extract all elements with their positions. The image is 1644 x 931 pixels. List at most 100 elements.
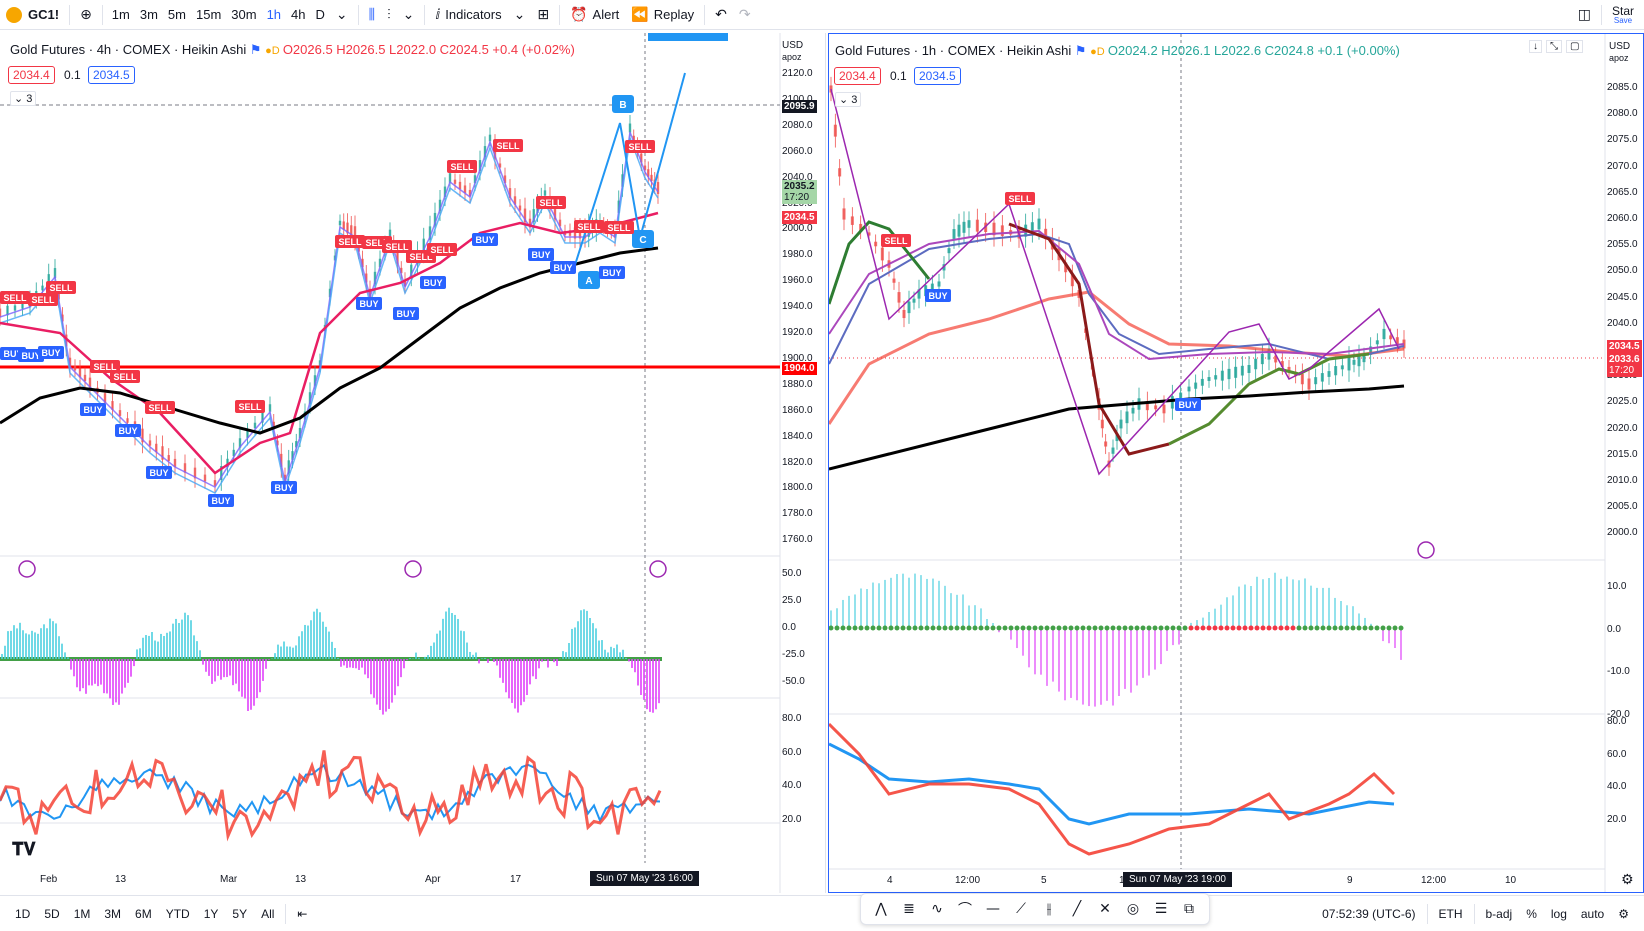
price-tick-label: 1780.0: [782, 508, 813, 520]
range-1y[interactable]: 1Y: [203, 906, 219, 921]
range-ytd[interactable]: YTD: [165, 906, 190, 921]
wave-label: C: [639, 235, 646, 246]
osc-dot: [960, 625, 966, 631]
left-chart[interactable]: B A C SELL SELL SELL SELL SELL SELL SELL SELL SELL S…: [0, 33, 826, 893]
right-currency[interactable]: USD: [1609, 41, 1631, 52]
adj-toggle[interactable]: b-adj: [1485, 906, 1513, 921]
flag-icon[interactable]: ⚑: [1074, 43, 1087, 58]
range-1m[interactable]: 1M: [73, 906, 91, 921]
symbol-search[interactable]: GC1!: [0, 0, 65, 30]
tradingview-logo[interactable]: 𝐓𝐕: [12, 839, 36, 859]
left-ask-chip[interactable]: 2034.5: [88, 66, 135, 84]
signal-label: BUY: [118, 426, 137, 436]
clock-time[interactable]: 07:52:39 (UTC-6): [1322, 906, 1416, 921]
chevron-down-icon[interactable]: ⌄: [335, 6, 348, 23]
signal-box: [356, 297, 382, 310]
candle-body: [917, 289, 921, 299]
signal-box: [472, 233, 498, 246]
left-bid-chip[interactable]: 2034.4: [8, 66, 55, 84]
goto-date-icon[interactable]: ⇤: [297, 906, 308, 921]
range-1d[interactable]: 1D: [15, 906, 31, 921]
range-6m[interactable]: 6M: [135, 906, 152, 921]
right-ask-chip[interactable]: 2034.5: [914, 67, 961, 85]
price-tick-label: 1960.0: [782, 275, 813, 287]
bars-icon[interactable]: ⫶: [387, 6, 391, 23]
wave-label-box: [632, 230, 654, 248]
chevron-down-icon[interactable]: ⌄: [513, 6, 526, 23]
candle-body: [148, 440, 152, 446]
osc-dot: [1182, 625, 1188, 631]
spiral-tool-icon[interactable]: ◎: [1126, 901, 1140, 917]
candle-body: [353, 226, 357, 240]
candle-body: [1389, 335, 1393, 340]
left-ohlc: O2026.5 H2026.5 L2022.0 C2024.5 +0.4 (+0…: [282, 42, 575, 57]
left-indicators-toggle[interactable]: ⌄ 3: [10, 91, 37, 106]
candles-icon[interactable]: ⫼: [368, 6, 376, 23]
right-bid-chip[interactable]: 2034.4: [834, 67, 881, 85]
hlines-tool-icon[interactable]: ≣: [903, 901, 915, 917]
layout-split-icon[interactable]: ◫: [1577, 6, 1591, 23]
left-currency-sub[interactable]: apoz: [782, 52, 802, 62]
trend-line-icon[interactable]: ╱: [1072, 901, 1082, 917]
tf-30m[interactable]: 30m: [231, 7, 257, 22]
sell-signal: SELL: [46, 281, 76, 294]
osc-dot: [972, 625, 978, 631]
osc-dot: [1374, 625, 1380, 631]
compare-add-icon[interactable]: ⊕: [80, 6, 92, 23]
wave-tool-icon[interactable]: ∿: [931, 901, 943, 917]
layouts-icon[interactable]: ⊞: [537, 6, 550, 23]
undo-icon[interactable]: ↶: [715, 6, 727, 23]
tf-4h[interactable]: 4h: [291, 7, 306, 22]
curve-tool-icon[interactable]: ⌒: [958, 902, 972, 918]
settings-gear-icon[interactable]: ⚙: [1621, 872, 1634, 888]
right-indicators-toggle[interactable]: ⌄ 3: [835, 92, 862, 107]
range-5y[interactable]: 5Y: [232, 906, 248, 921]
redo-icon[interactable]: ↷: [738, 6, 751, 23]
chart-settings-gear-icon[interactable]: ⚙: [1618, 906, 1629, 921]
save-button[interactable]: Star Save: [1606, 0, 1644, 30]
arrow-down-icon[interactable]: ↓: [1529, 40, 1542, 53]
tf-5m[interactable]: 5m: [167, 7, 186, 22]
percent-toggle[interactable]: %: [1526, 906, 1537, 921]
ray-tool-icon[interactable]: ⟋: [1016, 901, 1026, 917]
session-toggle[interactable]: ETH: [1438, 906, 1463, 921]
chevron-down-icon[interactable]: ⌄: [402, 6, 415, 23]
flag-icon[interactable]: ⚑: [249, 42, 262, 57]
tf-d[interactable]: D: [315, 7, 325, 22]
osc-dot: [990, 625, 996, 631]
candle-body: [1382, 328, 1386, 340]
tf-1m[interactable]: 1m: [111, 7, 130, 22]
tf-3m[interactable]: 3m: [139, 7, 158, 22]
right-chart[interactable]: SELL SELL BUY BUY Gold Futures · 1h · COMEX…: [828, 33, 1644, 893]
candle-body: [647, 169, 650, 177]
xabcd-tool-icon[interactable]: ✕: [1099, 901, 1111, 917]
divider: [424, 4, 426, 25]
tf-15m[interactable]: 15m: [195, 7, 222, 22]
fork-tool-icon[interactable]: ⫲: [1046, 901, 1052, 917]
auto-toggle[interactable]: auto: [1580, 906, 1605, 921]
measure-tool-icon[interactable]: ⧉: [1184, 901, 1194, 917]
log-toggle[interactable]: log: [1550, 906, 1567, 921]
range-3m[interactable]: 3M: [104, 906, 122, 921]
replay-button[interactable]: ⏪ Replay: [625, 0, 700, 30]
right-currency-sub[interactable]: apoz: [1609, 53, 1629, 63]
range-all[interactable]: All: [261, 906, 275, 921]
range-5d[interactable]: 5D: [44, 906, 60, 921]
maximize-icon[interactable]: ▢: [1566, 40, 1584, 53]
candle-body: [1000, 225, 1004, 236]
indicators-button[interactable]: ⅈ Indicators: [429, 0, 507, 30]
collapse-icon[interactable]: ⤡: [1546, 40, 1562, 53]
candle-body: [141, 428, 144, 443]
tf-1h[interactable]: 1h: [266, 7, 282, 22]
pattern-tool-icon[interactable]: ⋀: [875, 901, 887, 917]
left-currency[interactable]: USD: [782, 40, 804, 51]
fib-tool-icon[interactable]: ☰: [1154, 901, 1168, 917]
divider: [101, 4, 103, 25]
alert-button[interactable]: ⏰ Alert: [564, 0, 625, 30]
candle-body: [1187, 386, 1191, 392]
candle-body: [350, 225, 353, 236]
right-indicators-count: 3: [851, 94, 858, 106]
horizontal-line-icon[interactable]: —: [986, 901, 1000, 917]
right-chart-canvas[interactable]: SELL SELL BUY BUY: [829, 34, 1643, 892]
